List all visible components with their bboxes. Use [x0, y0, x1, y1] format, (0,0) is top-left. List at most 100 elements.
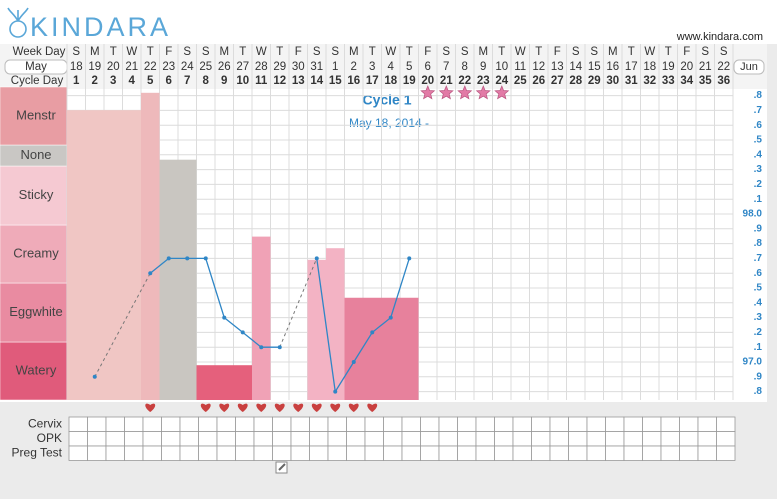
cycle-day-label: 19: [403, 75, 416, 87]
date-label: 20: [680, 61, 693, 73]
cycle-day-label: 2: [92, 75, 98, 87]
bottom-cell: [290, 431, 310, 447]
intercourse-heart: [237, 403, 248, 412]
bottom-cell: [161, 445, 181, 461]
date-label: 5: [406, 61, 412, 73]
cycle-day-label: 16: [347, 75, 360, 87]
date-label: 27: [236, 61, 249, 73]
cycle-day-label: 20: [421, 75, 434, 87]
date-label: 18: [70, 61, 83, 73]
y-tick-label: .1: [754, 194, 763, 205]
date-label: 14: [569, 61, 582, 73]
bottom-cell: [512, 445, 532, 461]
fluid-category-label: Menstr: [16, 107, 56, 122]
weekday-label: M: [349, 46, 359, 58]
cycle-subtitle: May 18, 2014 -: [349, 116, 429, 130]
temperature-point: [351, 360, 356, 364]
bottom-cell: [179, 416, 199, 432]
bottom-cell: [87, 431, 107, 447]
row-label: Week Day: [13, 46, 66, 58]
bottom-cell: [216, 445, 236, 461]
bottom-cell: [235, 431, 255, 447]
bottom-cell: [494, 445, 514, 461]
y-tick-label: .5: [754, 135, 763, 146]
cycle-day-label: 22: [458, 75, 471, 87]
cycle-day-label: 15: [329, 75, 342, 87]
bottom-cell: [475, 416, 495, 432]
bottom-cell: [679, 431, 699, 447]
bottom-cell: [68, 431, 88, 447]
fluid-bar: [159, 159, 178, 400]
y-tick-label: .6: [754, 268, 763, 279]
bottom-cell: [568, 445, 588, 461]
weekday-label: F: [424, 46, 431, 58]
bottom-cell: [586, 445, 606, 461]
bottom-cell: [327, 445, 347, 461]
date-label: 12: [532, 61, 545, 73]
date-label: 24: [181, 61, 194, 73]
fluid-bar: [363, 297, 382, 400]
fluid-bar: [233, 365, 252, 400]
weekday-label: T: [110, 46, 117, 58]
date-label: 22: [717, 61, 730, 73]
weekday-label: S: [202, 46, 210, 58]
date-label: 29: [273, 61, 286, 73]
weekday-label: S: [461, 46, 469, 58]
y-tick-label: .7: [754, 253, 763, 264]
date-label: 9: [480, 61, 486, 73]
bottom-cell: [716, 416, 736, 432]
y-tick-label: .3: [754, 164, 763, 175]
date-label: 3: [369, 61, 375, 73]
intercourse-heart: [367, 403, 378, 412]
temperature-line: [149, 257, 410, 394]
bottom-row-label: Cervix: [28, 417, 62, 431]
bottom-cell: [290, 416, 310, 432]
note-icon[interactable]: [275, 461, 288, 474]
cycle-day-label: 32: [643, 75, 656, 87]
date-label: 19: [662, 61, 675, 73]
website[interactable]: www.kindara.com: [676, 31, 763, 43]
cycle-day-label: 31: [625, 75, 638, 87]
bottom-cell: [623, 431, 643, 447]
date-label: 19: [88, 61, 101, 73]
weekday-label: S: [590, 46, 598, 58]
weekday-label: T: [276, 46, 283, 58]
weekday-label: S: [72, 46, 80, 58]
cycle-day-label: 8: [203, 75, 210, 87]
weekday-label: S: [313, 46, 321, 58]
weekday-label: W: [385, 46, 396, 58]
weekday-label: M: [90, 46, 100, 58]
cycle-day-label: 7: [184, 75, 190, 87]
bottom-cell: [198, 416, 218, 432]
bottom-cell: [105, 445, 125, 461]
bottom-cell: [253, 416, 273, 432]
cycle-day-label: 34: [680, 75, 693, 87]
bottom-cell: [401, 416, 421, 432]
cycle-day-label: 17: [366, 75, 379, 87]
weekday-label: S: [720, 46, 728, 58]
cycle-day-label: 1: [73, 75, 80, 87]
bottom-cell: [290, 445, 310, 461]
bottom-cell: [679, 416, 699, 432]
bottom-cell: [272, 416, 292, 432]
temperature-point: [407, 256, 412, 261]
weekday-label: T: [665, 46, 672, 58]
y-tick-label: .3: [754, 312, 763, 323]
y-tick-label: .9: [754, 223, 763, 234]
bottom-cell: [179, 445, 199, 461]
cycle-day-label: 9: [221, 75, 227, 87]
bottom-cell: [420, 416, 440, 432]
cycle-day-label: 27: [551, 75, 564, 87]
weekday-label: T: [147, 46, 154, 58]
star: [457, 85, 473, 100]
fluid-bar: [141, 92, 160, 401]
bottom-cell: [457, 416, 477, 432]
weekday-label: W: [644, 46, 655, 58]
cycle-day-label: 26: [532, 75, 545, 87]
bottom-row-label: Preg Test: [12, 446, 63, 460]
y-tick-label: .2: [754, 327, 763, 338]
bottom-cell: [642, 431, 662, 447]
bottom-cell: [642, 416, 662, 432]
bottom-cell: [586, 416, 606, 432]
